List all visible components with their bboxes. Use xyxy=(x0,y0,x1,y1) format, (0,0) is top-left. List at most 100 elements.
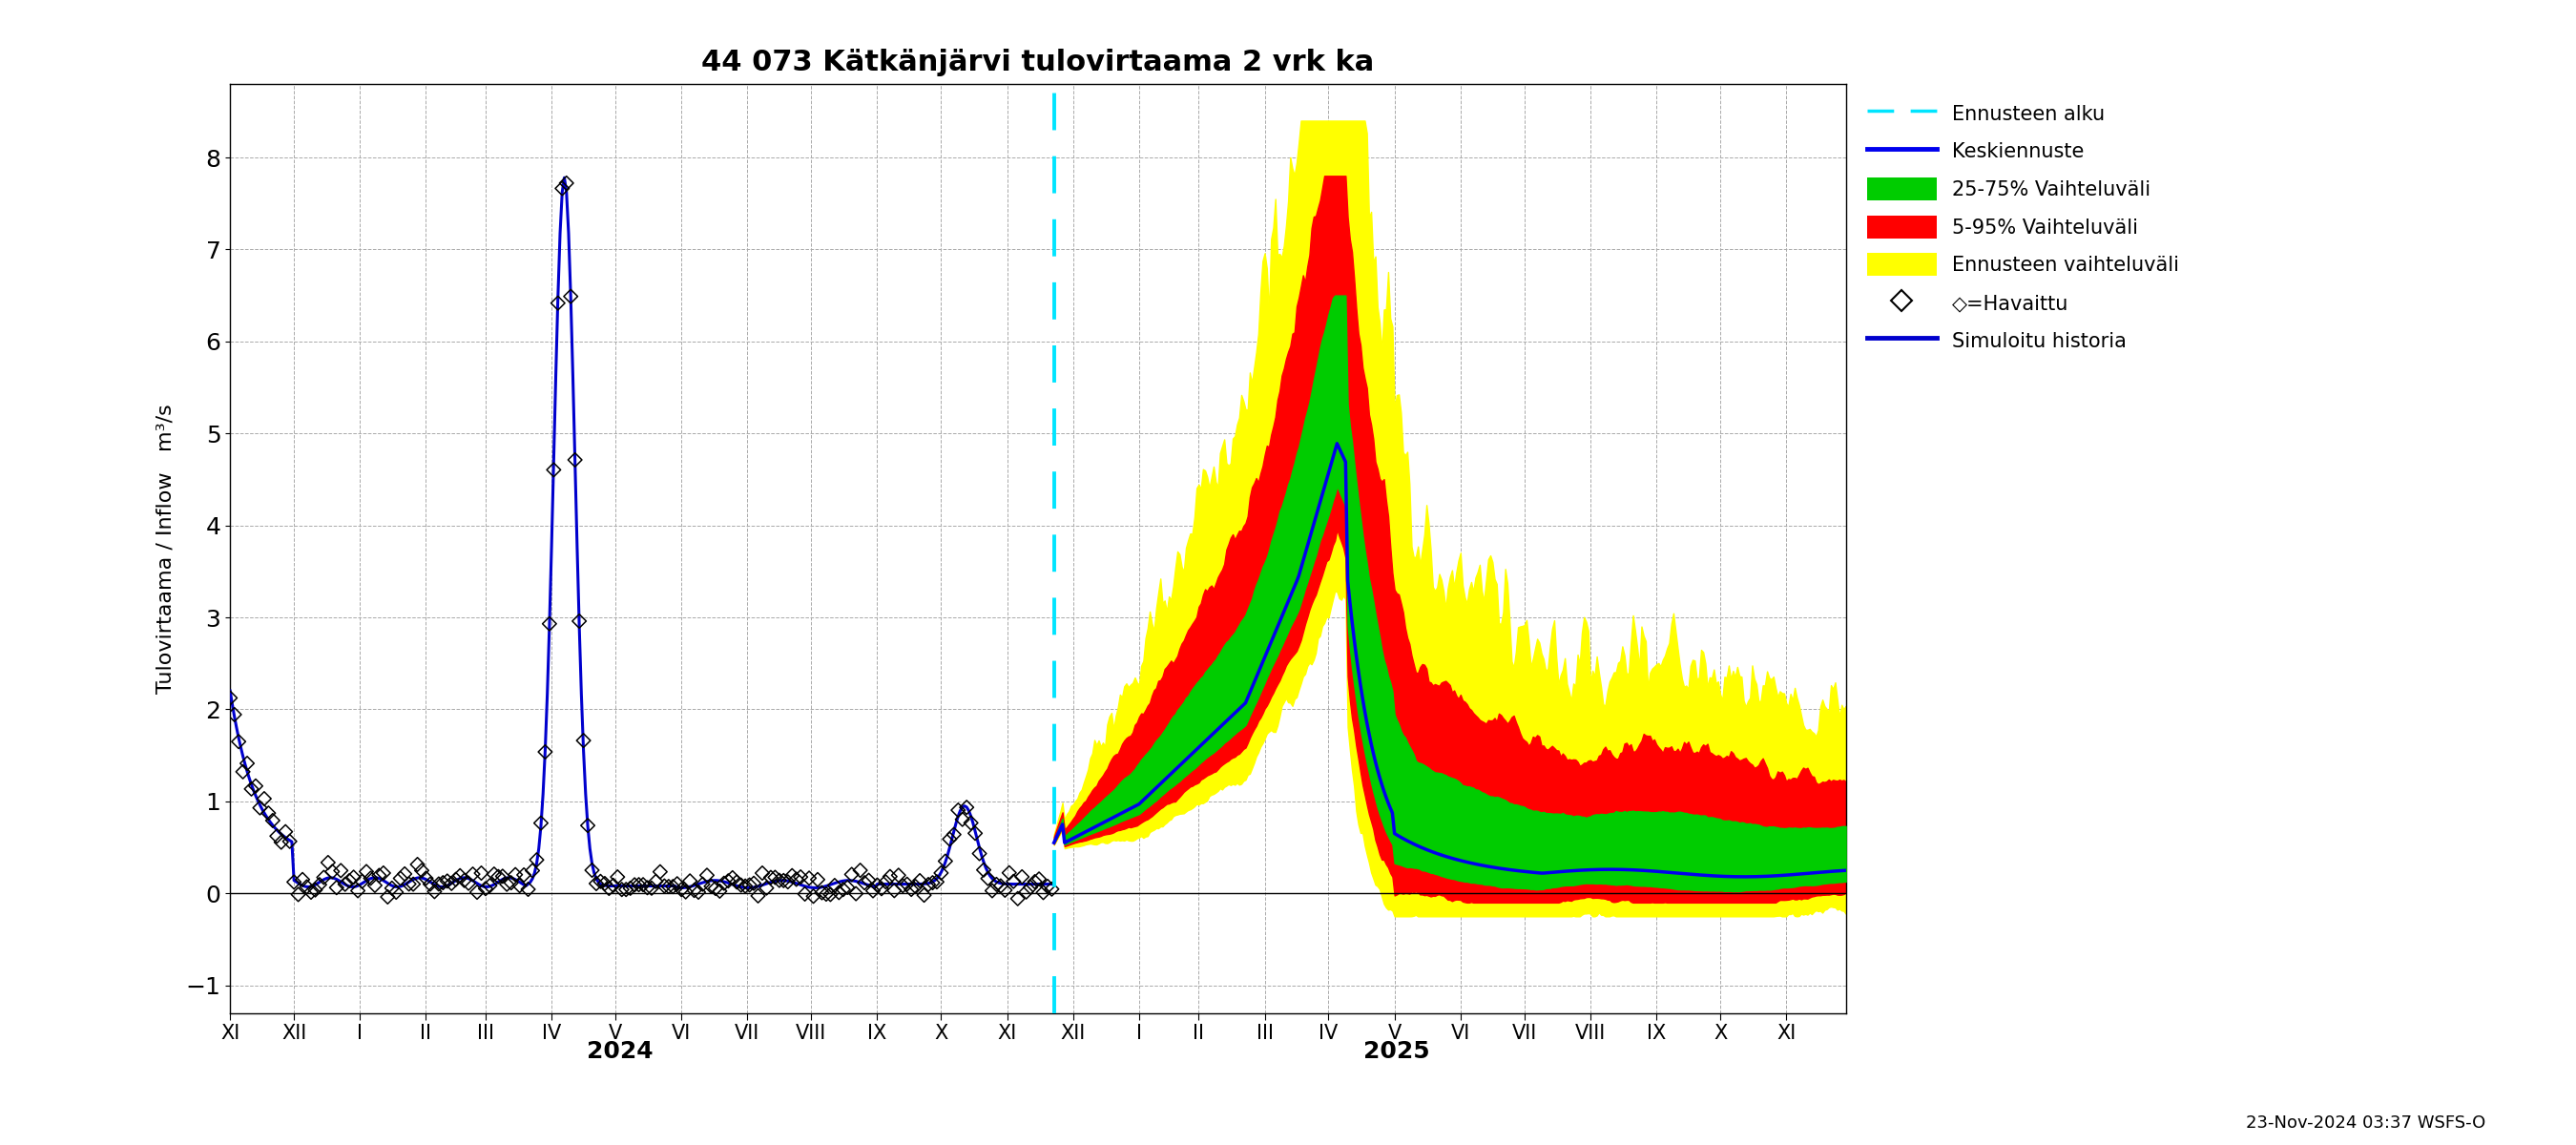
Legend: Ennusteen alku, Keskiennuste, 25-75% Vaihteluväli, 5-95% Vaihteluväli, Ennusteen: Ennusteen alku, Keskiennuste, 25-75% Vai… xyxy=(1860,94,2187,360)
Point xyxy=(979,877,1020,895)
Point xyxy=(592,876,634,894)
Point xyxy=(299,876,340,894)
Point xyxy=(572,861,613,879)
Point xyxy=(938,802,979,820)
Point xyxy=(1018,870,1059,889)
Point xyxy=(636,872,677,891)
Point xyxy=(448,874,489,892)
Point xyxy=(845,874,886,892)
Point xyxy=(963,861,1005,879)
Point xyxy=(417,875,459,893)
Point xyxy=(917,872,958,891)
Point xyxy=(554,451,595,469)
Point xyxy=(520,814,562,832)
Point xyxy=(495,866,536,884)
Point xyxy=(770,867,811,885)
Point xyxy=(858,876,899,894)
Point xyxy=(355,876,397,894)
Point xyxy=(721,876,762,894)
Point xyxy=(768,872,809,891)
Point xyxy=(992,872,1033,891)
Text: 2025: 2025 xyxy=(1363,1041,1430,1064)
Point xyxy=(232,780,273,798)
Point xyxy=(278,885,319,903)
Point xyxy=(848,871,889,890)
Point xyxy=(853,882,894,900)
Point xyxy=(649,877,690,895)
Point xyxy=(268,832,309,851)
Point xyxy=(559,611,600,630)
Point xyxy=(1010,878,1051,897)
Point xyxy=(958,844,999,862)
Point xyxy=(376,883,417,901)
Point xyxy=(971,882,1012,900)
Point xyxy=(234,776,276,795)
Point xyxy=(294,881,335,899)
Point xyxy=(683,875,724,893)
Point xyxy=(708,871,750,890)
Point xyxy=(930,830,971,848)
Point xyxy=(453,864,495,883)
Point xyxy=(920,863,961,882)
Point xyxy=(304,868,345,886)
Point xyxy=(1015,872,1056,891)
Point xyxy=(762,871,804,890)
Point xyxy=(397,855,438,874)
Point xyxy=(899,871,940,890)
Point xyxy=(1002,868,1043,886)
Point xyxy=(343,872,384,891)
Point xyxy=(415,883,456,901)
Point xyxy=(956,824,997,843)
Point xyxy=(260,834,301,852)
Point xyxy=(729,876,770,894)
Point xyxy=(366,887,407,906)
Point xyxy=(662,881,703,899)
Point xyxy=(703,874,744,892)
Point xyxy=(245,790,286,808)
Point xyxy=(806,885,848,903)
Point xyxy=(907,875,948,893)
Point xyxy=(574,875,616,893)
Point xyxy=(489,874,531,892)
Point xyxy=(611,879,652,898)
Point xyxy=(886,875,927,893)
Point xyxy=(551,287,592,306)
Point xyxy=(1030,881,1072,899)
Point xyxy=(258,827,299,845)
Point xyxy=(469,876,510,894)
Point xyxy=(871,868,912,886)
Point xyxy=(422,874,464,892)
Point xyxy=(891,881,933,899)
Point xyxy=(487,875,528,893)
Point xyxy=(291,883,332,901)
Point xyxy=(775,870,817,889)
Point xyxy=(389,875,430,893)
Point xyxy=(482,867,523,885)
Point xyxy=(860,879,902,898)
Point xyxy=(227,755,268,773)
Point xyxy=(827,878,868,897)
Point xyxy=(819,884,860,902)
Point xyxy=(670,871,711,890)
Point xyxy=(240,799,281,818)
Point xyxy=(835,884,876,902)
Point xyxy=(652,877,693,895)
Point xyxy=(528,615,569,633)
Point xyxy=(515,851,556,869)
Point xyxy=(912,874,953,892)
Point xyxy=(564,732,605,750)
Point xyxy=(984,881,1025,899)
Point xyxy=(783,885,824,903)
Point xyxy=(698,882,739,900)
Point xyxy=(832,866,873,884)
Point xyxy=(585,875,626,893)
Point xyxy=(969,869,1010,887)
Point xyxy=(345,862,386,881)
Point xyxy=(1023,884,1064,902)
Point xyxy=(402,861,443,879)
Point xyxy=(716,872,757,891)
Point xyxy=(814,876,855,894)
Point xyxy=(513,861,554,879)
Point xyxy=(951,814,992,832)
Point xyxy=(461,864,502,883)
